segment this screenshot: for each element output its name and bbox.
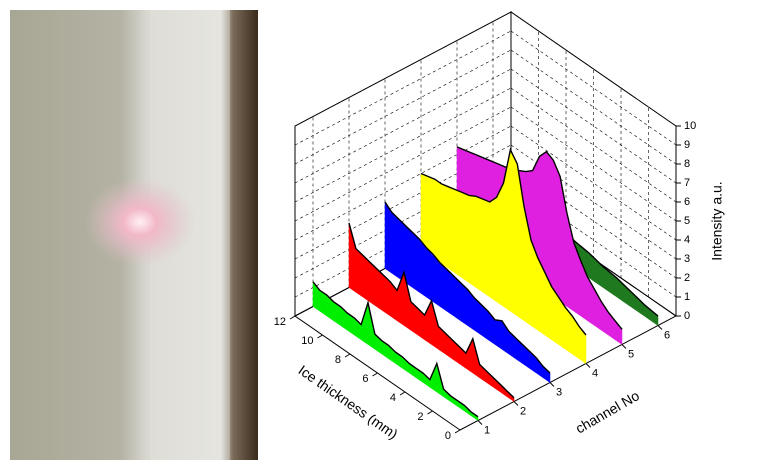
x-tick-label: 6 [362, 373, 368, 385]
x-tick [373, 373, 378, 376]
y-tick-label: 1 [484, 424, 490, 436]
z-axis-title: Intensity a.u. [709, 181, 725, 260]
x-tick [400, 392, 405, 395]
z-tick-label: 9 [684, 139, 690, 151]
z-tick-label: 1 [684, 291, 690, 303]
y-tick [514, 402, 518, 406]
photo-laser-spot [85, 177, 195, 267]
z-tick-label: 7 [684, 177, 690, 189]
y-tick-label: 6 [664, 329, 670, 341]
x-tick-label: 0 [445, 430, 451, 442]
y-tick-label: 3 [556, 386, 562, 398]
x-tick [428, 411, 433, 414]
y-tick [478, 421, 482, 425]
page: {"chart_data": { "type": "waterfall3d", … [0, 0, 761, 462]
photo [10, 10, 258, 460]
z-tick-label: 0 [684, 310, 690, 322]
z-tick-label: 10 [684, 120, 696, 132]
x-tick [345, 354, 350, 357]
x-tick-label: 2 [417, 411, 423, 423]
z-tick-label: 5 [684, 215, 690, 227]
x-tick-label: 10 [301, 335, 313, 347]
z-tick-label: 8 [684, 158, 690, 170]
x-axis-title: Ice thickness (mm) [296, 362, 401, 442]
figure: 012345678910024681012123456Ice thickness… [0, 0, 761, 462]
y-tick-label: 4 [592, 367, 598, 379]
x-tick-label: 12 [274, 316, 286, 328]
y-tick-label: 5 [628, 348, 634, 360]
z-tick-label: 4 [684, 234, 690, 246]
x-tick [318, 335, 323, 338]
z-tick-label: 2 [684, 272, 690, 284]
y-tick [550, 383, 554, 387]
x-tick-label: 8 [335, 354, 341, 366]
y-axis-title: channel No [573, 387, 643, 436]
y-tick [586, 364, 590, 368]
y-tick [622, 345, 626, 349]
z-tick-label: 3 [684, 253, 690, 265]
y-tick-label: 2 [520, 405, 526, 417]
x-tick [455, 430, 460, 433]
x-tick [290, 316, 295, 319]
x-tick-label: 4 [390, 392, 396, 404]
y-tick [658, 326, 662, 330]
z-tick-label: 6 [684, 196, 690, 208]
